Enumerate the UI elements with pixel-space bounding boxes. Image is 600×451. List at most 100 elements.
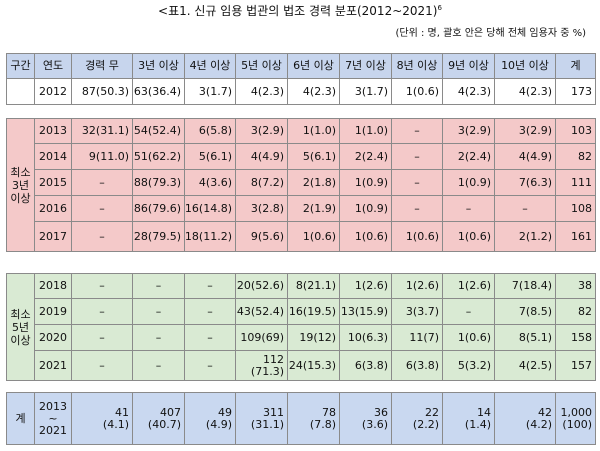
value-cell: – [72,196,133,222]
value-cell: 3(3.7) [392,299,443,325]
value-cell: – [443,299,495,325]
value-cell: – [185,351,236,381]
value-cell: 8(7.2) [236,170,288,196]
value-cell: 1(2.6) [340,273,392,299]
value-cell: 7(8.5) [495,299,556,325]
total-cell: 38 [556,273,596,299]
year-cell: 2014 [35,144,72,170]
table-row: 2021– – –112 (71.3) 24(15.3) 6(3.8) 6(3.8) 5(3.… [6,351,596,381]
table-row: 2018– – –20(52.6) 8(21.1) 1(2.6) 1(2.6) 1(2.6)… [6,273,596,299]
value-cell: 8(5.1) [495,325,556,351]
value-cell: 7(18.4) [495,273,556,299]
year-cell: 2017 [35,222,72,252]
value-cell: – [443,196,495,222]
value-cell: – [185,273,236,299]
value-cell: 2(1.9) [288,196,340,222]
value-cell: 41 (4.1) [72,392,133,445]
value-cell: 54(52.4) [133,118,185,144]
value-cell: 3(2.9) [443,118,495,144]
value-cell: 14 (1.4) [443,392,495,445]
value-cell: 42 (4.2) [495,392,556,445]
value-cell: 1(2.6) [392,273,443,299]
table-row: 2019– – –43(52.4) 16(19.5) 13(15.9) 3(3.7) –7(… [6,299,596,325]
value-cell: 13(15.9) [340,299,392,325]
value-cell: 1(0.6) [392,79,443,105]
value-cell: – [133,351,185,381]
value-cell: 1(0.9) [340,196,392,222]
value-cell: 5(6.1) [288,144,340,170]
table-title-text: <표1. 신규 임용 법관의 법조 경력 분포(2012~2021) [158,4,438,18]
value-cell: – [392,170,443,196]
value-cell: 1(0.6) [392,222,443,252]
value-cell: 경력 무 [72,53,133,79]
year-cell: 연도 [35,53,72,79]
value-cell: 6(5.8) [185,118,236,144]
total-cell: 157 [556,351,596,381]
table-row: 2020– – –109(69) 19(12) 10(6.3) 11(7) 1(0.6) 8(… [6,325,596,351]
total-cell: 108 [556,196,596,222]
year-cell: 2013 ~2021 [35,392,72,445]
value-cell: 5(3.2) [443,351,495,381]
value-cell: – [185,299,236,325]
value-cell: 1(1.0) [288,118,340,144]
value-cell: 구간 [6,53,35,79]
value-cell: 2(1.8) [288,170,340,196]
value-cell: 4(2.5) [495,351,556,381]
value-cell: 10년 이상 [495,53,556,79]
value-cell: 10(6.3) [340,325,392,351]
value-cell: 2(1.2) [495,222,556,252]
value-cell: 1(0.6) [443,222,495,252]
total-cell: 103 [556,118,596,144]
value-cell: 4(2.3) [495,79,556,105]
group-label-min3: 최소 3년 이상 [6,118,35,252]
value-cell: – [72,351,133,381]
value-cell: 9(11.0) [72,144,133,170]
value-cell: 1(0.9) [443,170,495,196]
value-cell: – [495,196,556,222]
value-cell: 1(0.6) [443,325,495,351]
value-cell [6,79,35,105]
value-cell: – [72,299,133,325]
value-cell: 1(0.6) [288,222,340,252]
value-cell: 4년 이상 [185,53,236,79]
value-cell: 88(79.3) [133,170,185,196]
value-cell: 9년 이상 [443,53,495,79]
value-cell: – [392,144,443,170]
value-cell: 112 (71.3) [236,351,288,381]
value-cell: – [72,273,133,299]
value-cell: 5(6.1) [185,144,236,170]
value-cell: 8년 이상 [392,53,443,79]
value-cell: 11(7) [392,325,443,351]
table-row: 2015–88(79.3) 4(3.6) 8(7.2) 2(1.8) 1(0.9) –1(… [6,170,596,196]
value-cell: 24(15.3) [288,351,340,381]
value-cell: 1(1.0) [340,118,392,144]
value-cell: 3년 이상 [133,53,185,79]
value-cell: 32(31.1) [72,118,133,144]
value-cell: 3(2.9) [236,118,288,144]
value-cell: 4(2.3) [288,79,340,105]
value-cell: 3(2.8) [236,196,288,222]
value-cell: 407 (40.7) [133,392,185,445]
value-cell: 5년 이상 [236,53,288,79]
value-cell: 19(12) [288,325,340,351]
value-cell: 2(2.4) [340,144,392,170]
value-cell: 4(3.6) [185,170,236,196]
table-title: <표1. 신규 임용 법관의 법조 경력 분포(2012~2021)6 [0,2,600,19]
value-cell: 3(1.7) [185,79,236,105]
value-cell: 3(1.7) [340,79,392,105]
year-cell: 2019 [35,299,72,325]
year-cell: 2012 [35,79,72,105]
year-cell: 2015 [35,170,72,196]
value-cell: 1(0.6) [340,222,392,252]
value-cell: – [392,118,443,144]
value-cell: 43(52.4) [236,299,288,325]
value-cell: – [72,222,133,252]
unit-note: (단위 : 명, 괄호 안은 당해 전체 임용자 중 %) [395,28,586,39]
value-cell: 9(5.6) [236,222,288,252]
year-cell: 2021 [35,351,72,381]
value-cell: 109(69) [236,325,288,351]
total-cell: 1,000 (100) [556,392,596,445]
table-row-2012: 2012 87(50.3) 63(36.4) 3(1.7) 4(2.3) 4(2.3) 3(… [6,79,596,105]
value-cell: 1(0.9) [340,170,392,196]
total-cell: 161 [556,222,596,252]
